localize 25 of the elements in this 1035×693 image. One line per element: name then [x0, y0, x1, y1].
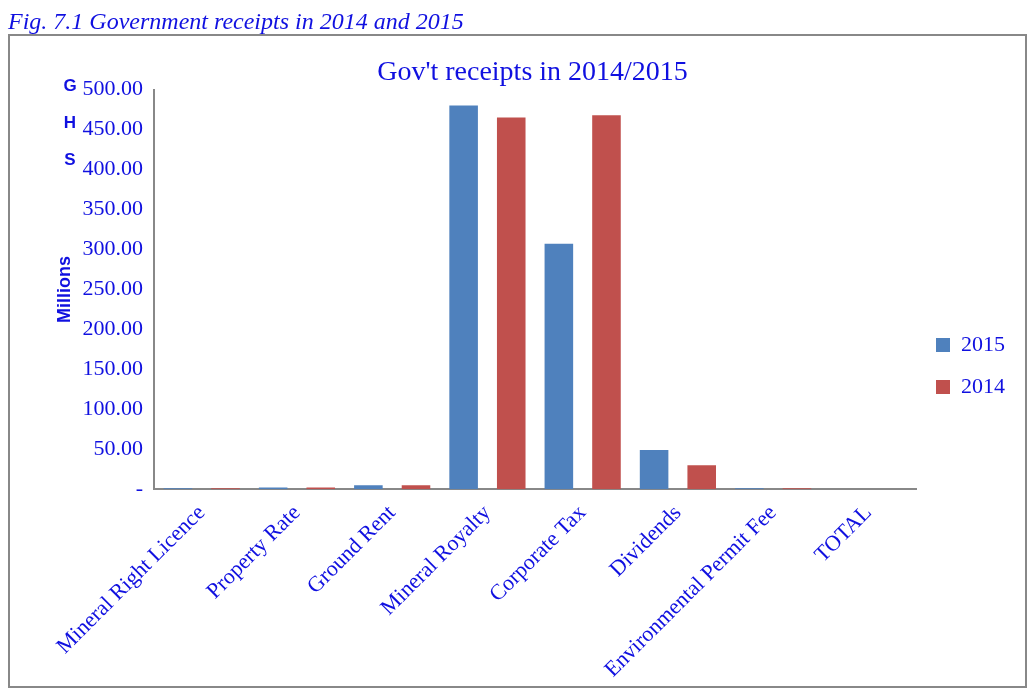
bar	[639, 450, 669, 490]
y-tick-label: 400.00	[82, 155, 144, 181]
bar	[592, 115, 621, 490]
y-tick-label: 150.00	[82, 355, 144, 381]
bar	[496, 117, 526, 490]
bar	[544, 243, 574, 490]
y-tick-label: 200.00	[82, 315, 144, 341]
bar	[401, 485, 431, 490]
y-tick-label: 500.00	[82, 75, 144, 101]
text: GHS	[63, 75, 77, 169]
bar	[354, 485, 383, 490]
legend-label: 2015	[961, 330, 1005, 356]
chart-title: Gov't receipts in 2014/2015	[377, 55, 688, 87]
bar	[449, 105, 478, 490]
y-tick-label: 50.00	[93, 434, 144, 460]
y-tick-label: 100.00	[82, 395, 144, 421]
y-tick-label: 350.00	[82, 195, 144, 221]
chart-subtitle: Fig. 7.1 Government receipts in 2014 and 2015	[8, 8, 465, 34]
y-axis-title: Millions	[53, 255, 74, 323]
y-tick-label: 250.00	[82, 275, 144, 301]
y-tick-label: 300.00	[82, 235, 144, 261]
y-tick-label: -	[135, 474, 144, 500]
bar	[687, 465, 716, 490]
y-tick-label: 450.00	[82, 115, 144, 141]
legend-label: 2014	[961, 372, 1005, 398]
